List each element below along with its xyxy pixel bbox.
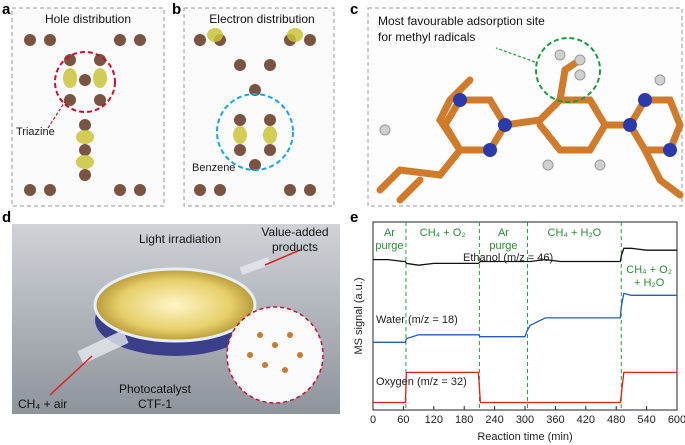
annotation: CH₄ + air	[18, 397, 67, 411]
annotation: products	[272, 240, 318, 254]
panel-title: Hole distribution	[45, 12, 131, 26]
series-line	[373, 371, 677, 404]
x-tick-label: 420	[577, 414, 595, 426]
x-tick-label: 360	[546, 414, 564, 426]
highlight-circle	[54, 51, 116, 113]
phase-label: Ar	[384, 227, 395, 239]
annotation: for methyl radicals	[378, 30, 475, 44]
panel-a: a Hole distribution Triazine	[2, 1, 165, 207]
highlight-circle	[535, 37, 601, 103]
inset	[226, 306, 324, 404]
phase-label: Ar	[498, 227, 509, 239]
orbital	[207, 28, 303, 144]
outlet-tube	[239, 257, 271, 275]
x-axis-label: Reaction time (min)	[477, 431, 572, 443]
annotation: Triazine	[16, 126, 55, 138]
arrow	[264, 249, 301, 266]
inlet-tube	[77, 330, 129, 364]
inset-atoms	[247, 332, 303, 373]
phase-label: CH₄ + O₂	[626, 264, 672, 276]
arrow	[495, 47, 536, 63]
orbital	[63, 68, 107, 169]
x-tick-label: 600	[668, 414, 685, 426]
hydrogen	[379, 49, 666, 171]
x-tick-label: 480	[607, 414, 625, 426]
panel-c: c Most favourable adsorption site for me…	[350, 1, 684, 207]
panel-title: Electron distribution	[209, 12, 314, 26]
panel-d: d Light irradiation Value-added products…	[2, 209, 340, 414]
annotation: CTF-1	[138, 397, 172, 411]
phase-label: + H₂O	[634, 277, 665, 289]
phase-label: CH₄ + O₂	[420, 227, 466, 239]
annotation: Benzene	[192, 162, 235, 174]
panel-label: a	[2, 1, 11, 18]
reactor	[93, 267, 257, 343]
series-label: Ethanol (m/z = 46)	[463, 252, 553, 264]
x-tick-label: 120	[425, 414, 443, 426]
panel-label: c	[350, 1, 358, 18]
arrow	[47, 99, 67, 129]
y-axis-label: MS signal (a.u.)	[353, 277, 365, 354]
series-label: Oxygen (m/z = 32)	[376, 376, 467, 388]
annotation: Most favourable adsorption site	[378, 14, 545, 28]
x-tick-label: 540	[637, 414, 655, 426]
phase-label: purge	[375, 240, 403, 252]
annotation: Light irradiation	[139, 232, 221, 246]
annotation: Value-added	[261, 225, 328, 239]
atoms	[24, 34, 146, 196]
highlight-circle	[216, 93, 294, 171]
series-label: Water (m/z = 18)	[376, 314, 458, 326]
x-tick-label: 0	[370, 414, 376, 426]
x-tick-label: 180	[455, 414, 473, 426]
annotation: Photocatalyst	[119, 382, 192, 396]
molecule	[376, 56, 684, 204]
panel-label: e	[350, 209, 358, 226]
panel-label: d	[2, 209, 11, 226]
x-tick-label: 60	[397, 414, 409, 426]
arrow	[49, 355, 93, 396]
x-tick-label: 240	[485, 414, 503, 426]
panel-b: b Electron distribution Benzene	[172, 1, 335, 207]
phase-label: purge	[489, 240, 517, 252]
nitrogen	[453, 93, 677, 157]
series-line	[373, 247, 677, 266]
atoms	[194, 34, 316, 196]
phase-label: CH₄ + H₂O	[548, 227, 602, 239]
x-tick-label: 300	[516, 414, 534, 426]
panel-e: e 0 60 120 180 240 300 360 420 480 540 600 Reaction…	[350, 209, 685, 443]
series-line	[373, 292, 677, 343]
panel-label: b	[172, 1, 181, 18]
